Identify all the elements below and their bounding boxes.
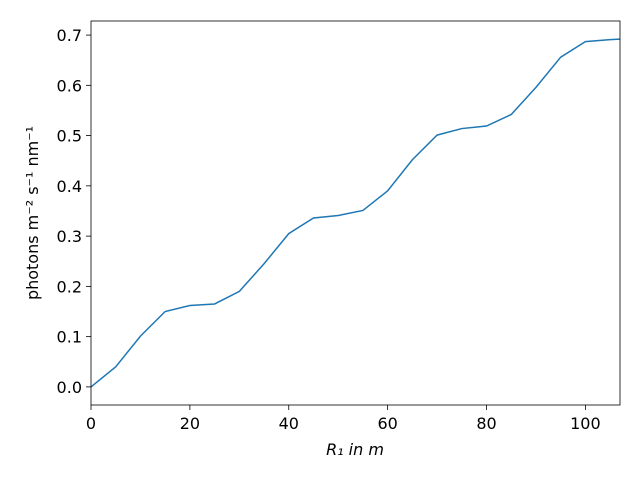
x-tick-label: 0 xyxy=(86,414,96,433)
y-tick-label: 0.4 xyxy=(57,177,82,196)
x-tick-label: 20 xyxy=(180,414,200,433)
y-tick-label: 0.2 xyxy=(57,277,82,296)
y-tick-label: 0.3 xyxy=(57,227,82,246)
y-axis-label: photons m⁻² s⁻¹ nm⁻¹ xyxy=(23,126,42,300)
x-tick-label: 80 xyxy=(476,414,496,433)
y-tick-label: 0.0 xyxy=(57,378,82,397)
y-tick-label: 0.1 xyxy=(57,328,82,347)
x-tick-label: 100 xyxy=(570,414,601,433)
y-tick-label: 0.7 xyxy=(57,26,82,45)
plot-frame xyxy=(90,20,621,406)
x-tick-label: 60 xyxy=(377,414,397,433)
y-tick-label: 0.5 xyxy=(57,127,82,146)
x-axis-label: R₁ in m xyxy=(326,440,384,459)
data-line xyxy=(90,38,621,388)
x-tick-label: 40 xyxy=(279,414,299,433)
y-tick-label: 0.6 xyxy=(57,76,82,95)
